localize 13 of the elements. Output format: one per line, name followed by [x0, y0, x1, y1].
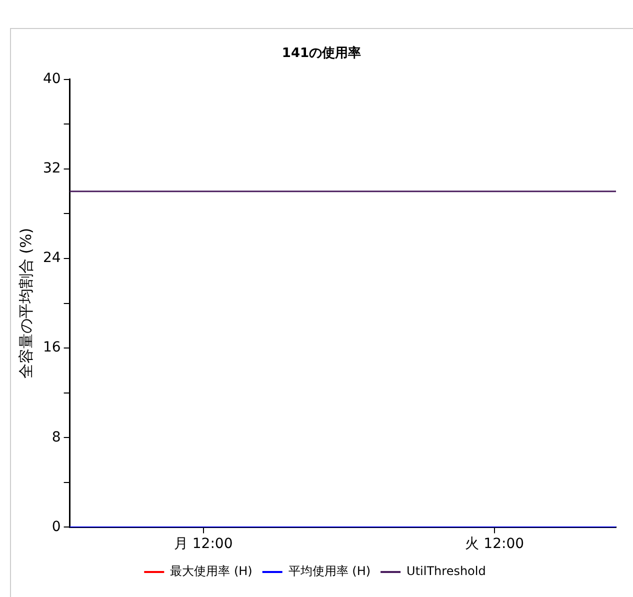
- y-tick-label: 0: [52, 518, 61, 535]
- chart-title: 141の使用率: [280, 44, 362, 62]
- y-axis-title: 全容量の平均割合 (%): [16, 228, 35, 379]
- y-tick-label: 40: [42, 71, 61, 88]
- legend-label: UtilThreshold: [406, 564, 486, 578]
- y-tick-label: 24: [42, 250, 61, 266]
- y-tick-label: 8: [52, 429, 61, 446]
- y-tick-label: 32: [42, 160, 61, 177]
- y-tick-label: 16: [42, 340, 61, 356]
- legend-label: 平均使用率 (H): [288, 564, 371, 578]
- x-tick-label: 火 12:00: [465, 536, 524, 552]
- legend-label: 最大使用率 (H): [170, 564, 252, 578]
- x-tick-label: 月 12:00: [174, 536, 233, 552]
